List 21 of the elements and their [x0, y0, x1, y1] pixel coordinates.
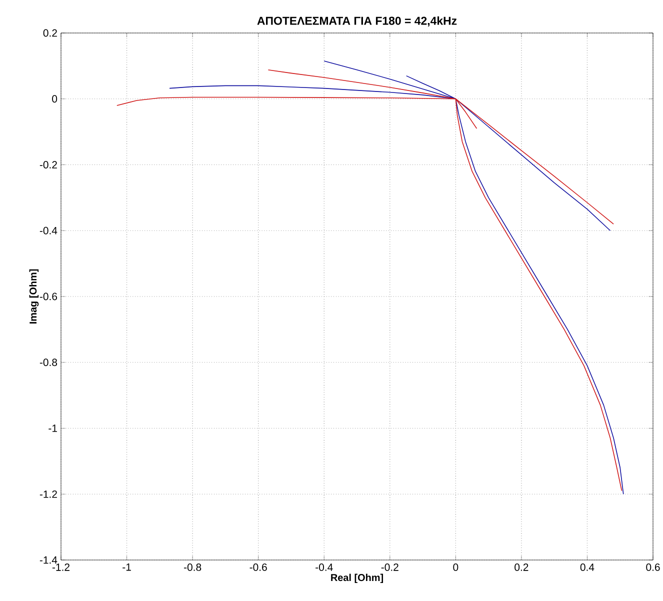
x-axis-title: Real [Ohm] [331, 574, 384, 584]
y-tick-label: -1 [48, 424, 57, 432]
x-tick-label: 0.6 [646, 564, 660, 571]
x-tick-label: -0.4 [316, 564, 333, 571]
y-tick-label: -1.4 [40, 556, 58, 564]
y-tick-label: 0.2 [43, 29, 57, 37]
y-tick-label: -0.2 [40, 161, 57, 168]
x-tick-label: -0.8 [184, 564, 202, 571]
x-tick-label: 0.4 [580, 564, 594, 571]
y-tick-label: -1.2 [40, 490, 57, 498]
chart-title: ΑΠΟΤΕΛΕΣΜΑΤΑ ΓΙΑ F180 = 42,4kHz [257, 16, 457, 26]
y-tick-label: -0.8 [40, 358, 58, 366]
y-tick-label: 0 [52, 95, 58, 103]
x-tick-label: 0 [453, 564, 458, 571]
y-tick-label: -0.4 [40, 226, 58, 234]
x-tick-label: -0.6 [250, 564, 267, 571]
x-tick-label: -0.2 [381, 564, 398, 571]
x-tick-label: -1 [122, 564, 131, 571]
y-axis-title: Imag [Ohm] [29, 269, 39, 324]
x-tick-label: 0.2 [514, 564, 528, 571]
y-tick-label: -0.6 [40, 292, 58, 300]
